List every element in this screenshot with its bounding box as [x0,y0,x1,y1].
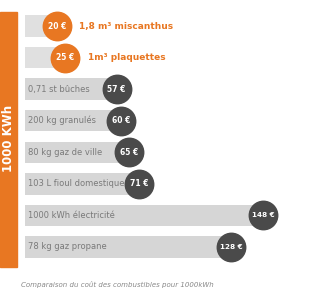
Text: 1,8 m³ miscanthus: 1,8 m³ miscanthus [80,22,174,31]
Point [260,213,266,218]
Text: 1m³ plaquettes: 1m³ plaquettes [87,53,165,62]
Bar [25,15,57,37]
Bar [25,236,231,258]
Bar [25,79,116,100]
Point [136,182,142,186]
Text: 148 €: 148 € [252,212,274,218]
Text: 103 L fioul domestique: 103 L fioul domestique [28,179,124,188]
Text: 65 €: 65 € [120,148,139,157]
Text: Comparaison du coût des combustibles pour 1000kWh: Comparaison du coût des combustibles pou… [21,281,214,288]
Text: 1000 kWh électricité: 1000 kWh électricité [28,211,115,220]
Text: 71 €: 71 € [130,179,148,188]
Text: 1000 KWh: 1000 KWh [2,105,15,172]
Point [54,24,60,28]
Bar [25,173,139,194]
Bar [25,47,65,68]
Text: 80 kg gaz de ville: 80 kg gaz de ville [28,148,102,157]
Text: 0,71 st bûches: 0,71 st bûches [28,85,90,94]
Point [119,118,124,123]
Text: 128 €: 128 € [219,244,242,250]
Text: 25 €: 25 € [56,53,74,62]
Text: 57 €: 57 € [107,85,126,94]
Text: 60 €: 60 € [112,116,131,125]
Text: 78 kg gaz propane: 78 kg gaz propane [28,242,107,251]
Point [228,245,233,249]
Point [114,87,119,91]
Bar [25,205,263,226]
Point [62,55,68,60]
Bar [25,142,129,163]
Text: 200 kg granulés: 200 kg granulés [28,116,96,126]
Point [127,150,132,155]
Bar [25,110,121,131]
Text: 20 €: 20 € [48,22,66,31]
